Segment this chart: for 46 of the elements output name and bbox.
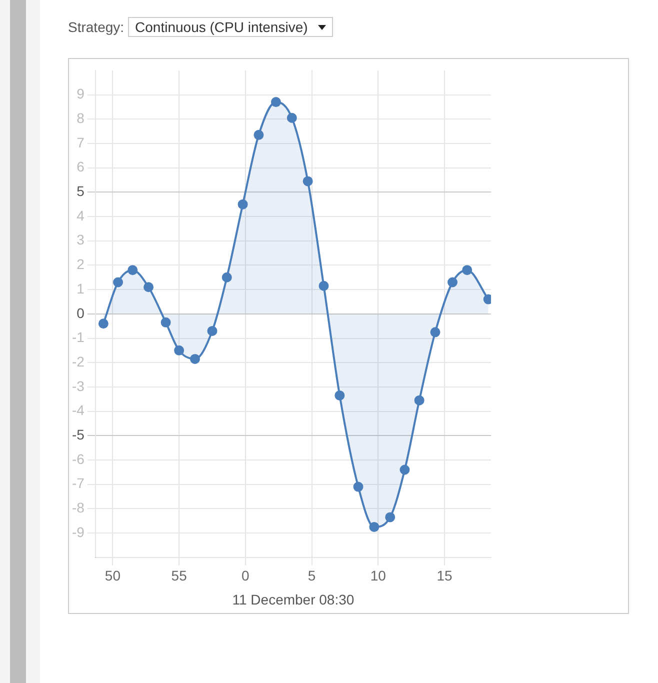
- y-tick-label: -5: [72, 426, 85, 443]
- text: Strategy:: [68, 19, 124, 35]
- y-tick-label: 8: [76, 110, 85, 126]
- y-tick-label: 5: [76, 183, 85, 200]
- y-tick-label: 0: [76, 304, 85, 321]
- x-tick-label: 5: [308, 568, 316, 584]
- y-tick-label: 6: [76, 158, 85, 175]
- x-tick-label: 0: [242, 568, 250, 584]
- point: [302, 176, 313, 186]
- y-tick-label: -7: [72, 475, 85, 492]
- point: [207, 326, 218, 336]
- y-tick-label: 4: [76, 207, 85, 224]
- y-tick-label: -9: [72, 524, 85, 540]
- point: [128, 265, 138, 276]
- x-tick-label: 15: [436, 568, 453, 584]
- text: Continuous (CPU intensive): [135, 19, 308, 35]
- x-tick-label: 55: [171, 568, 188, 584]
- y-tick-label: 1: [76, 280, 85, 296]
- point: [286, 112, 297, 123]
- y-tick-label: 9: [76, 86, 85, 102]
- point: [400, 464, 410, 475]
- point: [144, 282, 154, 292]
- y-tick-label: -1: [72, 329, 85, 346]
- y-tick-label: 7: [76, 134, 85, 150]
- point: [334, 390, 345, 400]
- y-tick-label: -2: [72, 353, 85, 370]
- point: [190, 354, 200, 364]
- point: [174, 345, 184, 356]
- point: [222, 272, 232, 282]
- x-tick-label: 50: [104, 568, 121, 584]
- y-tick-label: 2: [76, 256, 85, 272]
- point: [414, 395, 424, 406]
- y-tick-label: -3: [72, 378, 85, 394]
- point: [430, 327, 440, 338]
- point: [448, 277, 458, 288]
- y-tick-label: -4: [72, 402, 85, 418]
- y-tick-label: -6: [72, 450, 85, 467]
- x-tick-label: 10: [370, 568, 386, 584]
- point: [462, 265, 472, 276]
- x-axis-title: 11 December 08:30: [232, 591, 354, 608]
- point: [270, 97, 281, 108]
- point: [238, 199, 248, 210]
- point: [254, 130, 264, 140]
- y-tick-label: -8: [72, 500, 85, 516]
- point: [318, 280, 329, 291]
- y-tick-label: 3: [76, 232, 85, 248]
